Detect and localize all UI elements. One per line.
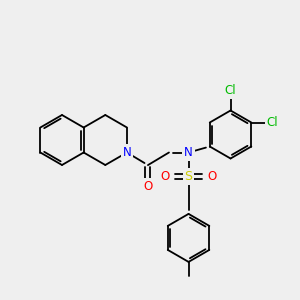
Text: Cl: Cl [266, 116, 278, 129]
Text: Cl: Cl [225, 84, 236, 97]
Text: N: N [184, 146, 193, 159]
Text: O: O [160, 170, 170, 183]
Text: S: S [184, 170, 193, 183]
Text: O: O [208, 170, 217, 183]
Text: N: N [123, 146, 131, 159]
Text: O: O [143, 180, 153, 193]
